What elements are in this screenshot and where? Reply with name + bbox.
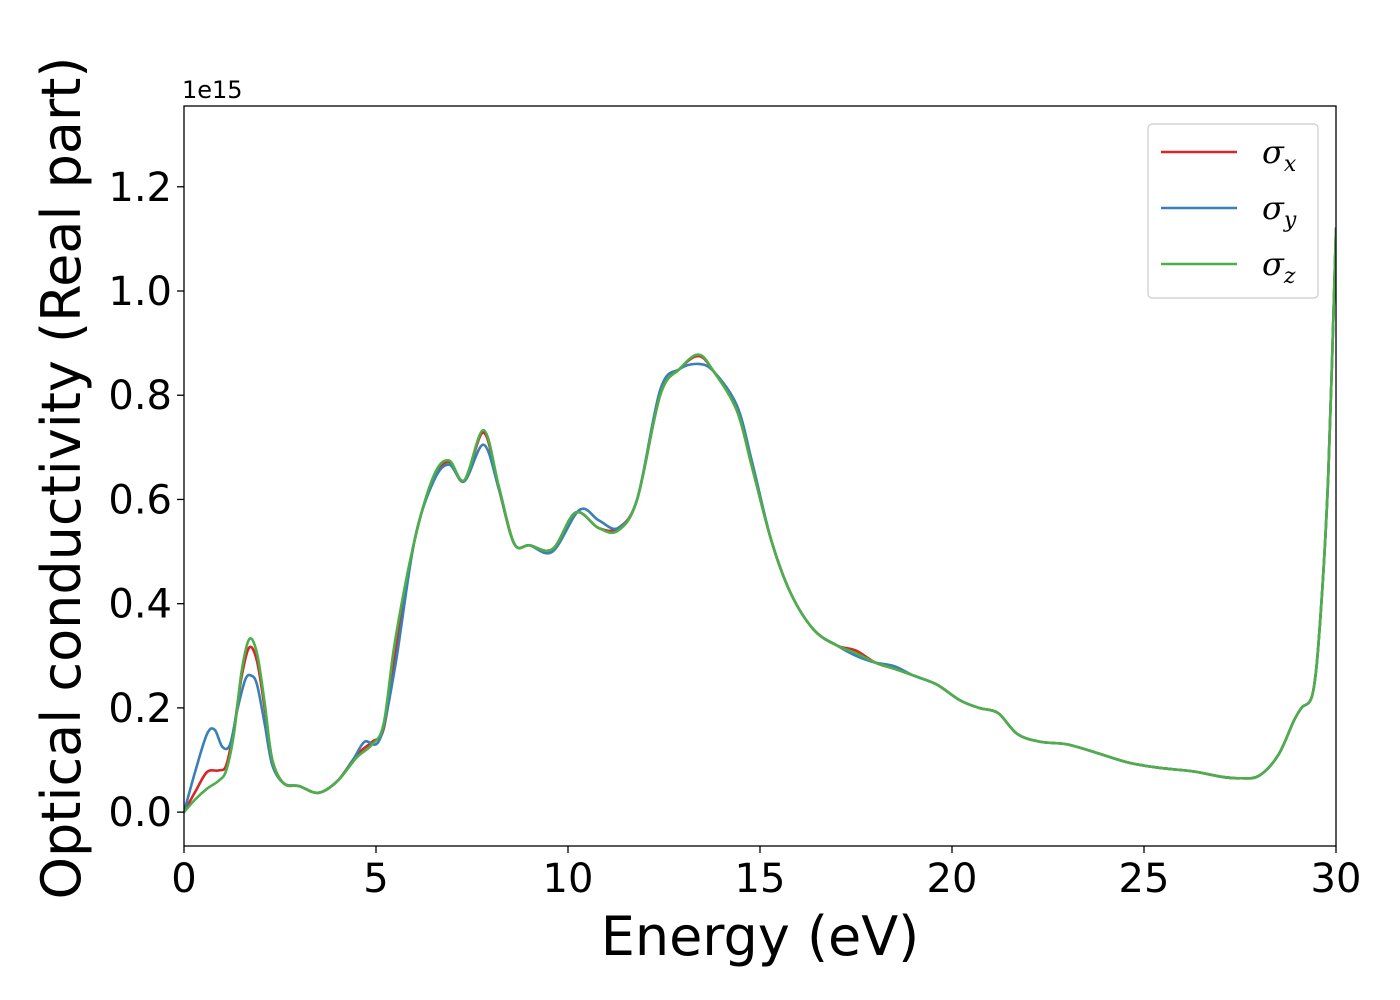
x-tick-label: 25 xyxy=(1119,856,1170,902)
y-tick-label: 0.4 xyxy=(108,582,172,628)
x-tick-label: 5 xyxy=(363,856,388,902)
legend-label-y: σy xyxy=(1262,189,1297,233)
y-tick-label: 0.6 xyxy=(108,477,172,523)
y-offset-label: 1e15 xyxy=(182,76,243,104)
legend-label-x: σx xyxy=(1262,133,1297,177)
legend-subscript: x xyxy=(1284,152,1297,177)
x-axis-label: Energy (eV) xyxy=(601,905,920,968)
y-tick-label: 0.0 xyxy=(108,790,172,836)
x-tick-label: 15 xyxy=(735,856,786,902)
x-tick-label: 20 xyxy=(927,856,978,902)
legend-symbol: σ xyxy=(1262,133,1285,171)
x-axis-ticks: 0 5 10 15 20 25 30 xyxy=(171,846,1361,902)
legend-symbol: σ xyxy=(1262,245,1285,283)
series-layer xyxy=(184,227,1336,814)
y-tick-label: 0.8 xyxy=(108,373,172,419)
y-tick-label: 1.0 xyxy=(108,269,172,315)
legend-label-z: σz xyxy=(1262,245,1296,289)
x-tick-label: 10 xyxy=(543,856,594,902)
series-line-z xyxy=(184,227,1336,814)
legend-symbol: σ xyxy=(1262,189,1285,227)
y-axis-ticks: 0.0 0.2 0.4 0.6 0.8 1.0 1.2 xyxy=(108,165,184,836)
y-tick-label: 1.2 xyxy=(108,165,172,211)
x-tick-label: 0 xyxy=(171,856,196,902)
legend-subscript: y xyxy=(1283,208,1297,233)
legend-subscript: z xyxy=(1283,264,1296,289)
legend-box xyxy=(1147,123,1319,299)
y-tick-label: 0.2 xyxy=(108,686,172,732)
x-tick-label: 30 xyxy=(1311,856,1362,902)
y-axis-label: Optical conductivity (Real part) xyxy=(30,57,93,900)
